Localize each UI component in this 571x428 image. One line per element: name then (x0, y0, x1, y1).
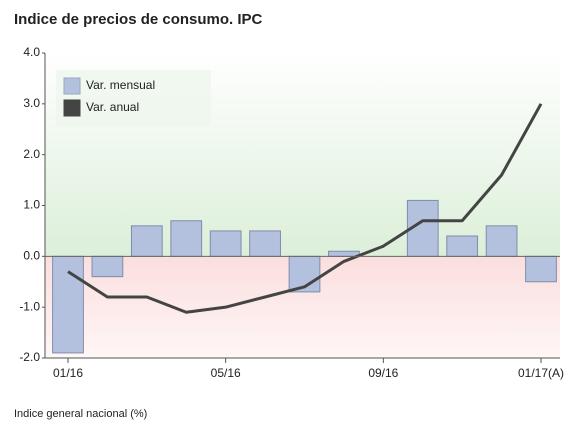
y-tick-label: 3.0 (23, 96, 40, 110)
y-tick-label: 2.0 (23, 147, 40, 161)
bar (170, 220, 203, 257)
bar (525, 255, 557, 283)
line (67, 103, 543, 314)
y-tick-label: 1.0 (23, 198, 40, 212)
x-tick-label: 09/16 (368, 366, 398, 380)
x-tick-label: 05/16 (211, 366, 241, 380)
bar (485, 225, 518, 257)
bar (130, 225, 163, 257)
y-tick-label: 4.0 (23, 45, 40, 59)
bar (52, 255, 84, 354)
bar (249, 230, 281, 257)
bar (209, 230, 242, 257)
legend-label: Var. mensual (86, 78, 155, 92)
y-tick-label: -1.0 (19, 299, 40, 313)
bar (91, 255, 124, 278)
legend-swatch (63, 77, 81, 95)
y-tick-label: -2.0 (19, 350, 40, 364)
x-tick-label: 01/16 (53, 366, 83, 380)
legend-box (56, 70, 211, 126)
legend-label: Var. anual (86, 100, 139, 114)
y-tick-label: 0.0 (23, 249, 40, 263)
x-tick-label: 01/17(A) (518, 366, 564, 380)
footnote: Indice general nacional (%) (14, 408, 147, 420)
legend-swatch (63, 99, 81, 117)
bar (328, 250, 360, 257)
chart-title: Indice de precios de consumo. IPC (14, 11, 263, 28)
bar (446, 235, 479, 257)
